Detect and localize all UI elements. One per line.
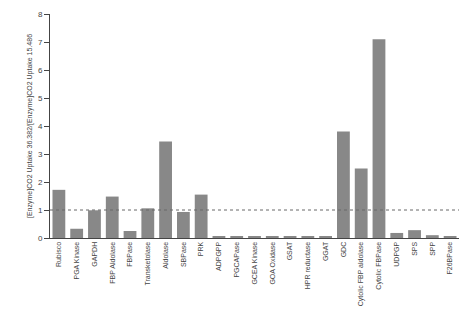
svg-text:PGA Kinase: PGA Kinase [73, 242, 80, 280]
svg-text:FBPase: FBPase [126, 242, 133, 267]
svg-text:F26BPase: F26BPase [446, 242, 453, 275]
svg-text:PRK: PRK [197, 241, 204, 256]
svg-text:5: 5 [38, 94, 43, 103]
svg-text:Cytolic FBP aldolase: Cytolic FBP aldolase [357, 242, 365, 307]
svg-text:Aldolase: Aldolase [162, 242, 169, 269]
svg-text:8: 8 [38, 10, 43, 19]
svg-text:Rubisco: Rubisco [55, 242, 62, 267]
svg-text:HPR reductase: HPR reductase [304, 242, 311, 290]
svg-text:GOA Oxidase: GOA Oxidase [269, 242, 276, 285]
svg-text:SPS: SPS [411, 241, 418, 255]
svg-text:GSAT: GSAT [286, 241, 293, 260]
svg-text:Cytolic FBPase: Cytolic FBPase [375, 242, 383, 290]
svg-text:[Enzyme]CO2 Uptake 36.382/[Enz: [Enzyme]CO2 Uptake 36.382/[Enzyme]CO2 Up… [26, 34, 34, 218]
svg-text:2: 2 [38, 178, 43, 187]
svg-text:UDPGP: UDPGP [393, 241, 400, 266]
svg-text:3: 3 [38, 150, 43, 159]
svg-text:SPP: SPP [429, 241, 436, 255]
svg-text:7: 7 [38, 38, 43, 47]
svg-text:FBP Aldolase: FBP Aldolase [109, 242, 116, 284]
svg-text:4: 4 [38, 122, 43, 131]
svg-text:GAPDH: GAPDH [91, 242, 98, 267]
svg-text:GCEA Kinase: GCEA Kinase [251, 242, 258, 285]
svg-text:GDC: GDC [340, 242, 347, 258]
svg-text:SBPase: SBPase [180, 242, 187, 267]
svg-text:1: 1 [38, 206, 43, 215]
svg-text:ADPGPP: ADPGPP [215, 241, 222, 271]
svg-text:0: 0 [38, 234, 43, 243]
svg-text:6: 6 [38, 66, 43, 75]
svg-text:GGAT: GGAT [322, 241, 329, 261]
svg-text:Transketolase: Transketolase [144, 242, 151, 286]
svg-text:PGCAPase: PGCAPase [233, 242, 240, 278]
